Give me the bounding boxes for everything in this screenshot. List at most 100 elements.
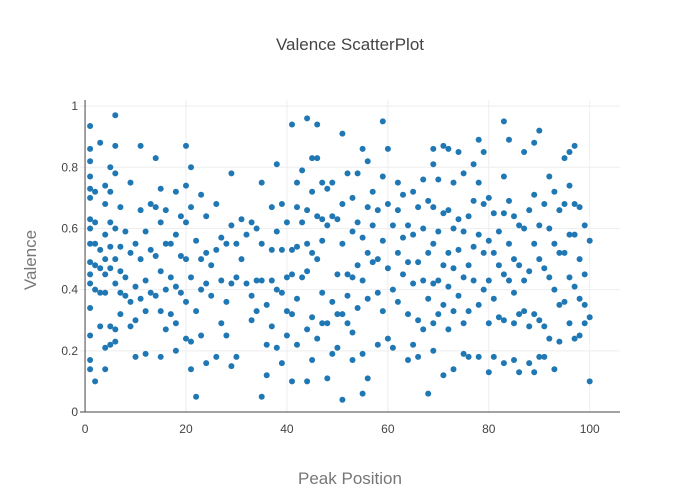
data-point	[162, 207, 169, 214]
data-point	[354, 219, 361, 226]
data-point	[87, 123, 94, 129]
data-point	[435, 277, 442, 284]
data-point	[294, 243, 300, 250]
data-point	[268, 277, 275, 284]
data-point	[485, 369, 492, 376]
data-point	[223, 332, 230, 339]
data-point	[223, 298, 230, 305]
data-point	[384, 201, 391, 207]
data-point	[440, 210, 447, 217]
data-point	[294, 341, 300, 348]
data-point	[147, 246, 154, 253]
data-point	[349, 274, 356, 281]
data-point	[278, 201, 285, 207]
data-point	[324, 222, 331, 229]
data-point	[490, 210, 497, 217]
data-point	[541, 353, 548, 360]
data-point	[263, 372, 270, 379]
data-point	[152, 204, 159, 211]
data-point	[536, 256, 543, 263]
x-tick-label: 0	[82, 422, 89, 436]
data-point	[87, 240, 94, 247]
data-point	[193, 237, 200, 244]
data-point	[430, 240, 437, 247]
data-point	[233, 274, 240, 281]
data-point	[92, 378, 99, 385]
data-point	[248, 317, 255, 324]
data-point	[445, 249, 452, 256]
data-point	[157, 219, 164, 226]
data-point	[470, 197, 477, 204]
data-point	[586, 378, 593, 385]
data-point	[576, 204, 583, 211]
data-point	[102, 256, 109, 263]
data-point	[112, 225, 119, 232]
data-point	[314, 335, 321, 342]
data-point	[394, 298, 401, 305]
data-point	[410, 231, 417, 238]
data-point	[344, 292, 351, 299]
data-point	[455, 246, 462, 253]
y-tick-label: 0	[71, 405, 78, 419]
data-point	[521, 225, 528, 232]
data-point	[500, 271, 507, 278]
data-point	[506, 197, 512, 204]
data-point	[379, 237, 386, 244]
data-point	[142, 350, 149, 357]
data-point	[571, 231, 578, 238]
data-point	[319, 216, 326, 223]
data-point	[440, 262, 447, 269]
data-point	[102, 231, 109, 238]
data-point	[334, 311, 341, 318]
data-point	[460, 320, 467, 327]
data-point	[122, 228, 129, 235]
data-point	[157, 268, 164, 275]
data-point	[521, 308, 528, 315]
data-point	[364, 295, 371, 302]
data-point	[208, 262, 215, 269]
x-tick-label: 80	[482, 422, 496, 436]
data-point	[228, 170, 235, 177]
data-point	[415, 259, 422, 266]
data-point	[475, 179, 482, 186]
data-point	[445, 145, 452, 152]
data-point	[329, 213, 336, 220]
data-point	[87, 185, 94, 192]
data-point	[349, 357, 356, 363]
data-point	[127, 179, 134, 186]
data-point	[172, 188, 179, 195]
data-point	[521, 149, 528, 155]
data-point	[87, 145, 94, 152]
data-point	[289, 378, 295, 385]
data-point	[107, 164, 114, 171]
data-point	[319, 320, 326, 327]
data-point	[526, 360, 533, 367]
data-point	[152, 292, 159, 299]
data-point	[87, 173, 94, 180]
data-point	[531, 240, 538, 247]
data-point	[273, 344, 280, 351]
data-point	[228, 222, 235, 229]
data-point	[415, 353, 422, 360]
data-point	[97, 139, 104, 146]
x-tick-label: 20	[179, 422, 193, 436]
data-point	[374, 256, 381, 263]
data-point	[430, 161, 437, 168]
data-point	[536, 222, 543, 229]
x-tick-label: 100	[580, 422, 600, 436]
data-point	[425, 197, 432, 204]
data-point	[384, 145, 391, 152]
data-point	[233, 353, 240, 360]
data-point	[420, 176, 427, 183]
data-point	[531, 369, 538, 376]
data-point	[324, 320, 331, 327]
data-point	[465, 213, 472, 220]
data-point	[430, 204, 437, 211]
data-point	[289, 246, 295, 253]
data-point	[112, 142, 119, 149]
data-point	[571, 335, 578, 342]
data-point	[450, 308, 457, 315]
data-point	[359, 390, 366, 397]
data-point	[566, 320, 573, 327]
data-point	[218, 234, 225, 241]
